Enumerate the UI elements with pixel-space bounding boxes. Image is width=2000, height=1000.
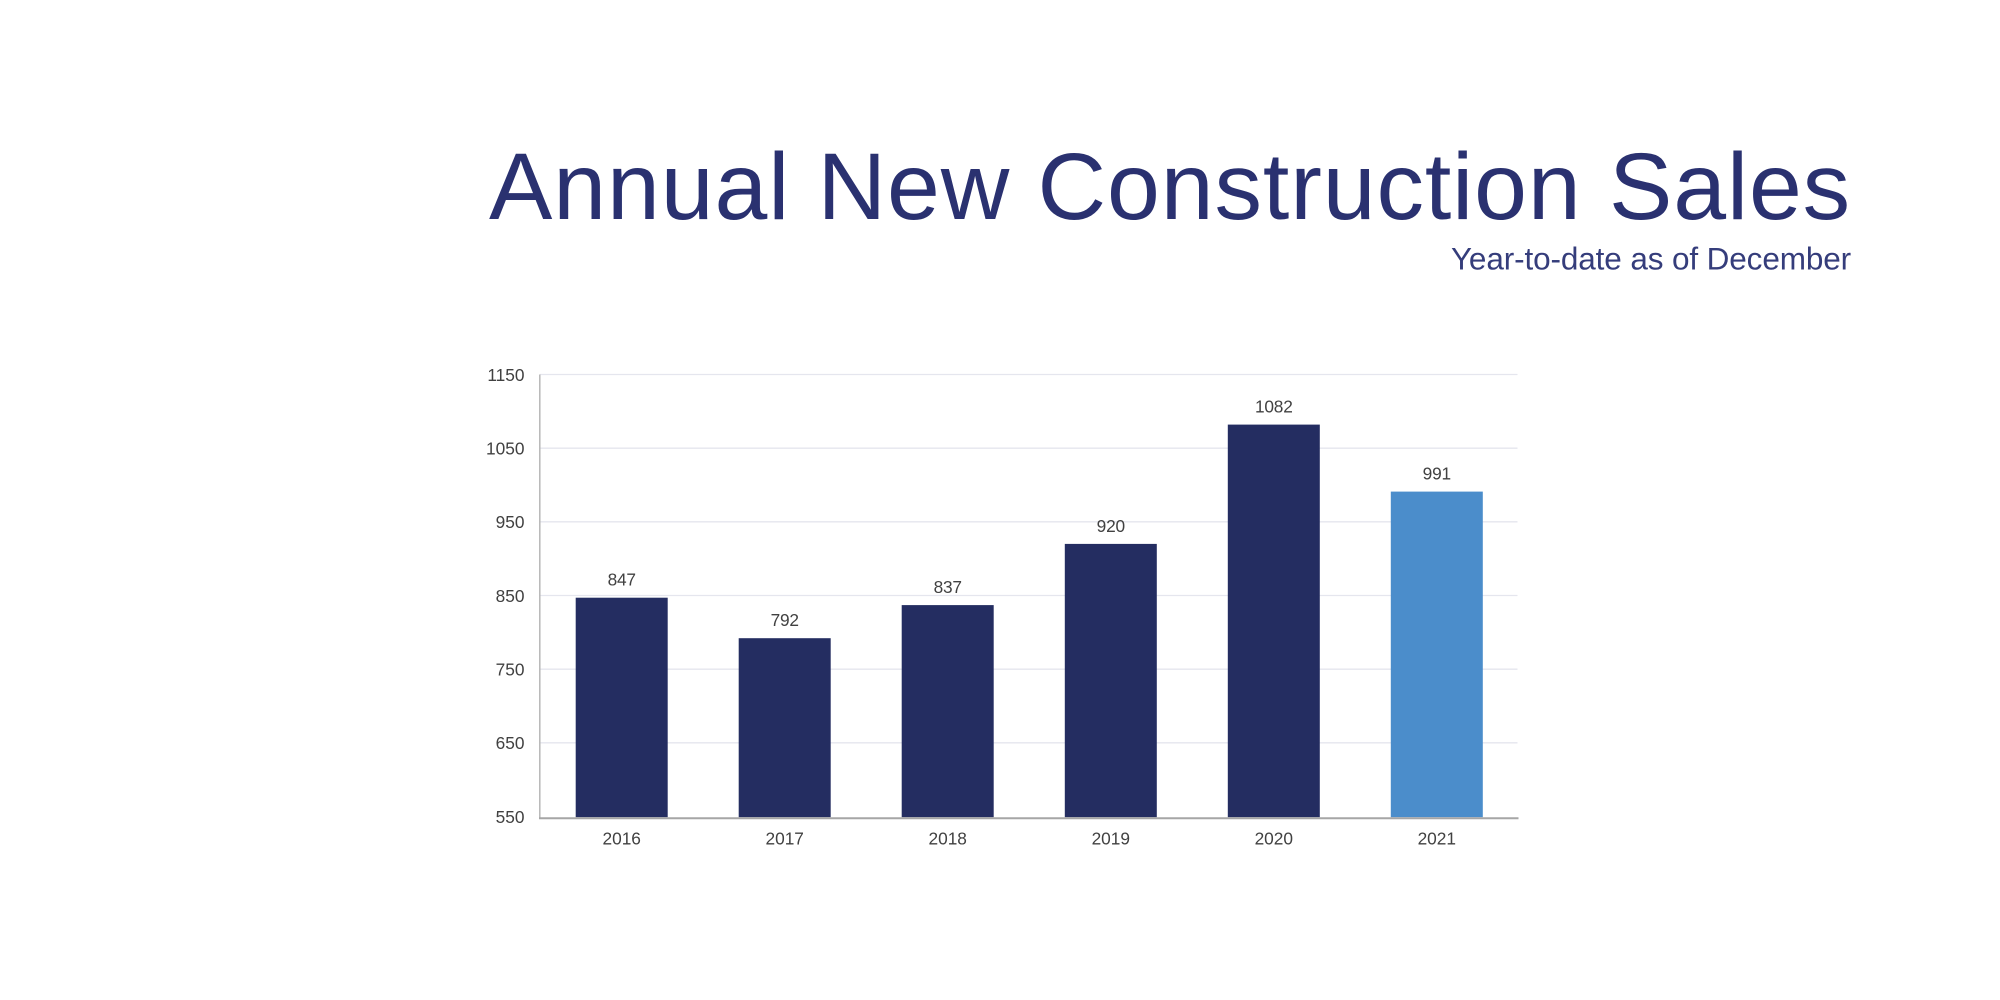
svg-text:1150: 1150 — [487, 365, 524, 385]
svg-text:1050: 1050 — [486, 439, 524, 459]
svg-text:2021: 2021 — [1418, 829, 1456, 849]
svg-text:847: 847 — [608, 570, 636, 590]
svg-text:2016: 2016 — [602, 829, 640, 849]
svg-text:Year-to-date as of December: Year-to-date as of December — [1451, 241, 1851, 277]
svg-text:550: 550 — [496, 807, 525, 827]
svg-text:2018: 2018 — [928, 829, 966, 849]
svg-text:920: 920 — [1097, 516, 1125, 536]
svg-text:850: 850 — [496, 586, 525, 606]
svg-text:2020: 2020 — [1255, 829, 1293, 849]
svg-text:837: 837 — [934, 577, 962, 597]
svg-text:1082: 1082 — [1255, 397, 1293, 417]
svg-text:792: 792 — [771, 610, 799, 630]
svg-text:650: 650 — [496, 733, 525, 753]
svg-text:991: 991 — [1423, 464, 1451, 484]
svg-text:950: 950 — [496, 512, 525, 532]
svg-text:2017: 2017 — [765, 829, 803, 849]
svg-text:750: 750 — [496, 660, 525, 680]
svg-text:Annual New Construction Sales: Annual New Construction Sales — [489, 134, 1851, 240]
svg-text:2019: 2019 — [1092, 829, 1130, 849]
